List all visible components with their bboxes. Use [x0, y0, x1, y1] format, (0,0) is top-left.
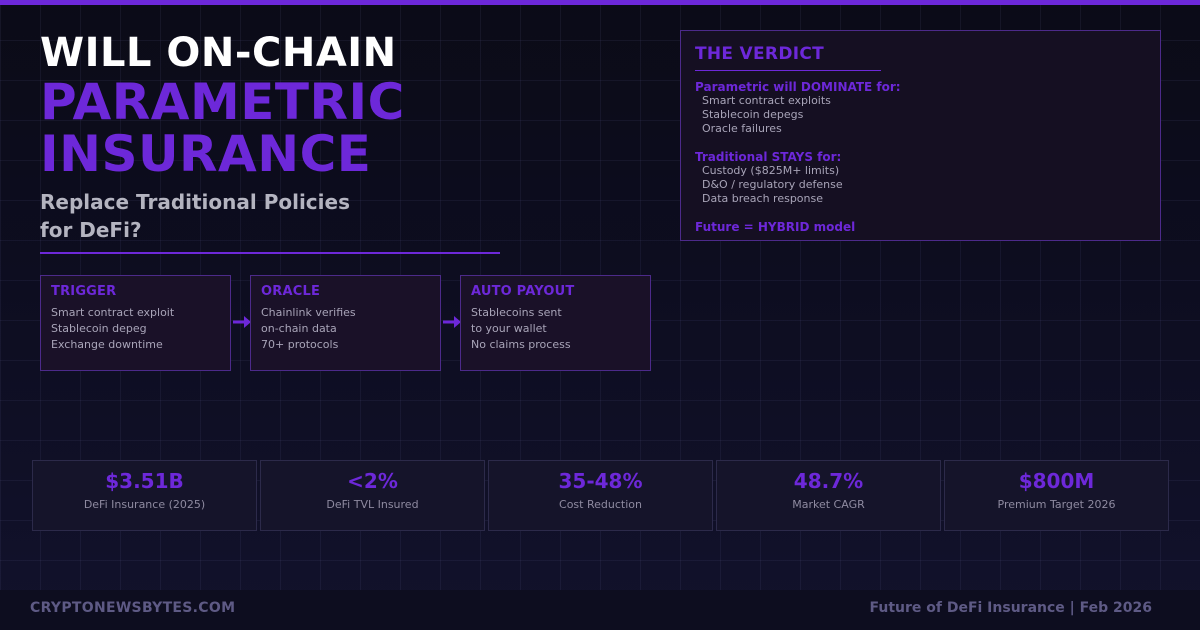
headline: WILL ON-CHAIN PARAMETRIC INSURANCE [40, 30, 405, 180]
top-accent-bar [0, 0, 1200, 5]
stays-heading: Traditional STAYS for: [695, 150, 842, 164]
stat-label: Premium Target 2026 [997, 498, 1116, 511]
flow-step-line: Stablecoins sent [471, 306, 562, 319]
flow-step-title: ORACLE [261, 284, 321, 299]
flow-step-title: TRIGGER [51, 284, 117, 299]
stays-item: Data breach response [702, 192, 824, 205]
flow-step-line: Exchange downtime [51, 338, 163, 351]
flow-step-line: on-chain data [261, 322, 337, 335]
stat-card: <2% DeFi TVL Insured [260, 460, 485, 531]
stays-item: D&O / regulatory defense [702, 178, 843, 191]
flow-step-line: Chainlink verifies [261, 306, 356, 319]
dominate-item: Smart contract exploits [702, 94, 831, 107]
stat-value: 35-48% [558, 469, 643, 493]
subtitle: Replace Traditional Policies for DeFi? [40, 188, 380, 244]
stat-label: DeFi Insurance (2025) [83, 498, 206, 511]
verdict-conclusion: Future = HYBRID model [695, 220, 856, 234]
verdict-underline [695, 70, 881, 71]
headline-divider [40, 252, 500, 254]
headline-line-1: WILL ON-CHAIN [40, 30, 397, 76]
flow-step-title: AUTO PAYOUT [471, 284, 575, 299]
flow-step-auto-payout: AUTO PAYOUT Stablecoins sent to your wal… [460, 275, 651, 371]
flow-step-line: 70+ protocols [261, 338, 339, 351]
stat-value: $800M [1018, 469, 1095, 493]
subtitle-line-1: Replace Traditional Policies [40, 190, 350, 214]
stat-card: $800M Premium Target 2026 [944, 460, 1169, 531]
verdict-panel: THE VERDICT Parametric will DOMINATE for… [680, 30, 1161, 241]
stat-label: Market CAGR [792, 498, 865, 511]
stat-label: DeFi TVL Insured [326, 498, 419, 511]
footer-tagline: Future of DeFi Insurance | Feb 2026 [869, 600, 1152, 616]
stat-card: $3.51B DeFi Insurance (2025) [32, 460, 257, 531]
flow-step-line: Stablecoin depeg [51, 322, 147, 335]
headline-line-2: PARAMETRIC [40, 73, 405, 131]
verdict-title: THE VERDICT [695, 44, 825, 64]
arrow-right-icon [443, 316, 461, 328]
stat-card: 48.7% Market CAGR [716, 460, 941, 531]
flow-step-line: Smart contract exploit [51, 306, 175, 319]
flow-step-line: No claims process [471, 338, 571, 351]
flow-step-oracle: ORACLE Chainlink verifies on-chain data … [250, 275, 441, 371]
stat-value: $3.51B [105, 469, 184, 493]
flow-step-trigger: TRIGGER Smart contract exploit Stablecoi… [40, 275, 231, 371]
footer-site-link[interactable]: CRYPTONEWSBYTES.COM [30, 600, 236, 616]
footer: CRYPTONEWSBYTES.COM Future of DeFi Insur… [0, 590, 1200, 630]
stat-value: 48.7% [793, 469, 864, 493]
headline-line-3: INSURANCE [40, 125, 372, 183]
subtitle-line-2: for DeFi? [40, 218, 142, 242]
dominate-item: Stablecoin depegs [702, 108, 804, 121]
dominate-item: Oracle failures [702, 122, 782, 135]
arrow-right-icon [233, 316, 251, 328]
dominate-heading: Parametric will DOMINATE for: [695, 80, 901, 94]
flow-step-line: to your wallet [471, 322, 547, 335]
stat-label: Cost Reduction [559, 498, 642, 511]
stays-item: Custody ($825M+ limits) [702, 164, 840, 177]
stat-card: 35-48% Cost Reduction [488, 460, 713, 531]
stat-value: <2% [347, 469, 398, 493]
